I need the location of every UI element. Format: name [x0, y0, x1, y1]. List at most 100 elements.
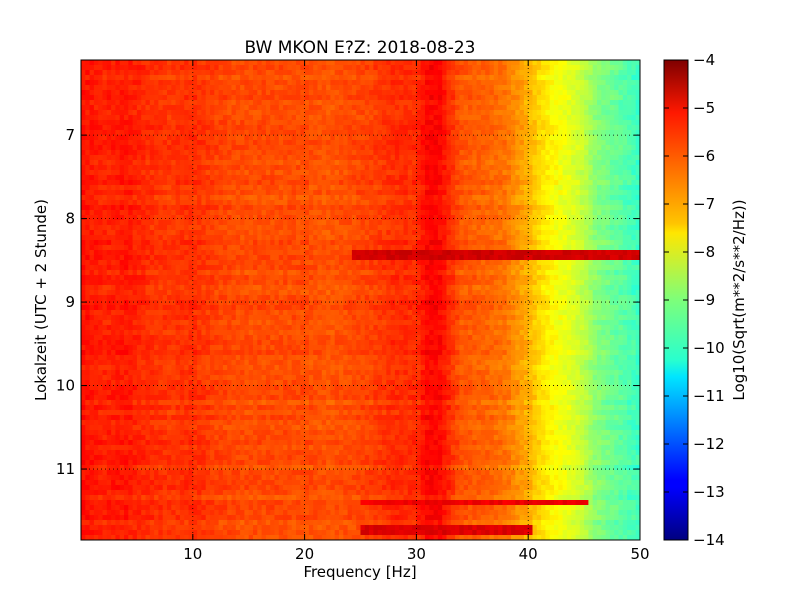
heatmap-cell [119, 155, 125, 161]
heatmap-cell [265, 240, 271, 246]
heatmap-cell [278, 80, 284, 86]
heatmap-cell [425, 240, 430, 246]
heatmap-cell [399, 120, 405, 126]
heatmap-cell [502, 180, 508, 186]
heatmap-cell [579, 145, 585, 151]
heatmap-cell [227, 135, 233, 141]
heatmap-cell [274, 65, 280, 71]
heatmap-cell [502, 90, 508, 96]
heatmap-cell [274, 175, 280, 181]
heatmap-cell [128, 175, 134, 181]
heatmap-cell [265, 215, 271, 221]
heatmap-cell [154, 225, 159, 231]
heatmap-cell [132, 180, 138, 186]
heatmap-cell [274, 225, 280, 231]
heatmap-cell [171, 130, 177, 136]
heatmap-cell [89, 155, 95, 161]
heatmap-cell [373, 90, 379, 96]
heatmap-cell [605, 175, 611, 181]
heatmap-cell [407, 105, 413, 111]
heatmap-cell [558, 60, 564, 66]
heatmap-cell [416, 135, 422, 141]
heatmap-cell [81, 195, 86, 201]
heatmap-cell [124, 250, 129, 256]
heatmap-cell [399, 135, 405, 141]
heatmap-cell [85, 150, 91, 156]
heatmap-cell [278, 75, 284, 81]
heatmap-cell [218, 250, 224, 256]
heatmap-cell [597, 120, 602, 126]
heatmap-cell [124, 230, 129, 236]
heatmap-cell [111, 170, 116, 176]
heatmap-cell [562, 210, 568, 216]
heatmap-cell [240, 90, 245, 96]
heatmap-cell [197, 205, 202, 211]
heatmap-cell [515, 200, 521, 206]
heatmap-cell [85, 105, 91, 111]
heatmap-cell [218, 60, 224, 66]
heatmap-cell [304, 70, 310, 76]
heatmap-cell [141, 120, 147, 126]
heatmap-cell [412, 135, 417, 141]
heatmap-cell [102, 210, 108, 216]
heatmap-cell [248, 80, 254, 86]
heatmap-cell [455, 120, 460, 126]
heatmap-cell [536, 65, 542, 71]
heatmap-cell [98, 70, 104, 76]
heatmap-cell [446, 185, 452, 191]
heatmap-cell [450, 175, 456, 181]
heatmap-cell [369, 95, 374, 101]
heatmap-cell [412, 120, 417, 126]
heatmap-cell [334, 240, 340, 246]
heatmap-cell [584, 60, 589, 66]
heatmap-cell [433, 245, 439, 251]
heatmap-cell [347, 80, 353, 86]
heatmap-cell [433, 230, 439, 236]
heatmap-cell [605, 215, 611, 221]
heatmap-cell [274, 130, 280, 136]
heatmap-cell [425, 135, 430, 141]
heatmap-cell [278, 235, 284, 241]
heatmap-cell [253, 245, 258, 251]
heatmap-cell [558, 135, 564, 141]
heatmap-cell [545, 65, 551, 71]
heatmap-cell [222, 200, 228, 206]
heatmap-cell [278, 115, 284, 121]
heatmap-cell [554, 135, 559, 141]
heatmap-cell [450, 220, 456, 226]
heatmap-cell [149, 105, 155, 111]
heatmap-cell [283, 195, 288, 201]
heatmap-cell [614, 185, 620, 191]
heatmap-cell [549, 80, 555, 86]
heatmap-cell [515, 70, 521, 76]
heatmap-cell [442, 120, 448, 126]
heatmap-cell [149, 200, 155, 206]
heatmap-cell [601, 70, 607, 76]
heatmap-cell [296, 145, 301, 151]
heatmap-cell [373, 130, 379, 136]
heatmap-cell [115, 195, 121, 201]
heatmap-cell [403, 120, 409, 126]
heatmap-cell [205, 110, 211, 116]
heatmap-cell [545, 95, 551, 101]
heatmap-cell [536, 220, 542, 226]
heatmap-cell [635, 60, 640, 66]
heatmap-cell [416, 230, 422, 236]
heatmap-cell [175, 60, 181, 66]
heatmap-cell [89, 170, 95, 176]
heatmap-cell [622, 100, 628, 106]
heatmap-cell [579, 175, 585, 181]
heatmap-cell [515, 150, 521, 156]
heatmap-cell [635, 140, 640, 146]
heatmap-cell [364, 175, 370, 181]
heatmap-cell [162, 110, 168, 116]
heatmap-cell [321, 235, 327, 241]
heatmap-cell [407, 125, 413, 131]
heatmap-cell [369, 130, 374, 136]
heatmap-cell [386, 85, 392, 91]
heatmap-cell [377, 245, 383, 251]
heatmap-cell [231, 245, 237, 251]
heatmap-cell [622, 195, 628, 201]
heatmap-cell [188, 165, 194, 171]
heatmap-cell [179, 225, 185, 231]
